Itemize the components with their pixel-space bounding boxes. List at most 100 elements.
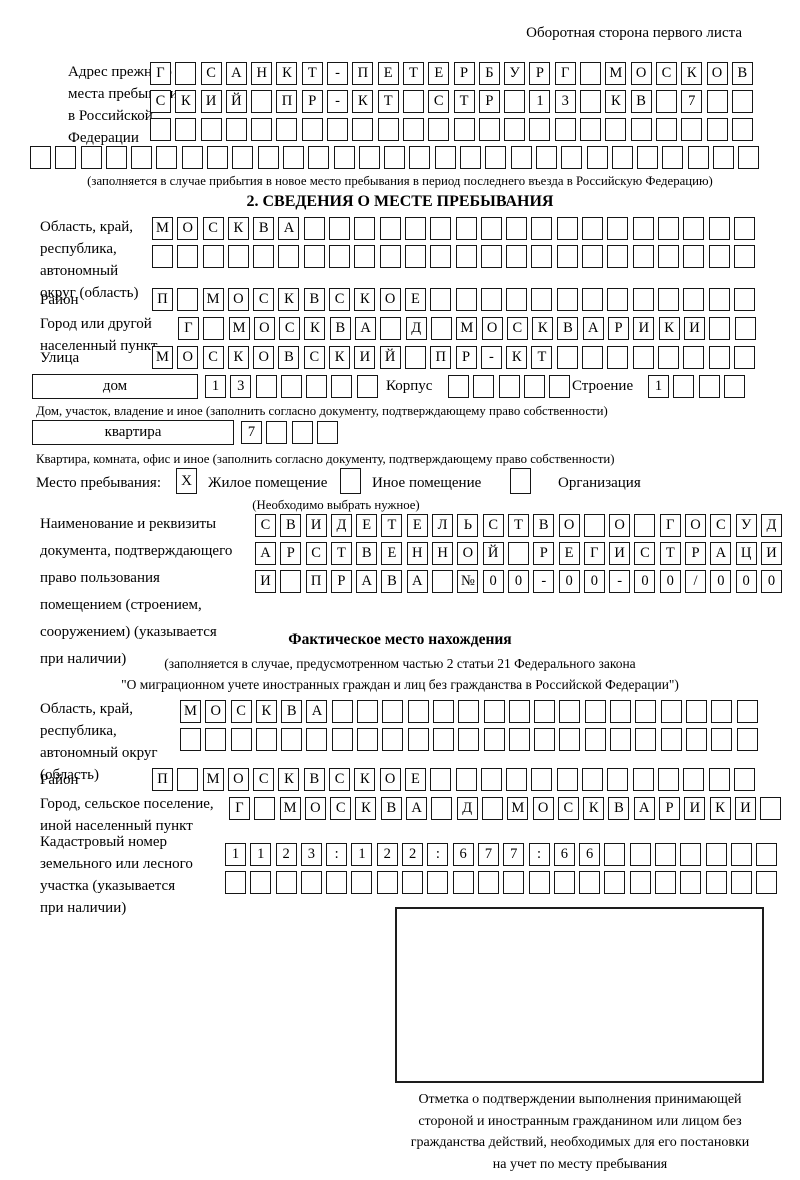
char-cell[interactable]: В <box>303 768 325 791</box>
char-cell[interactable] <box>434 146 456 169</box>
char-cell[interactable] <box>756 843 778 866</box>
char-cell[interactable]: 0 <box>482 570 504 593</box>
char-cell[interactable]: Е <box>404 288 426 311</box>
char-cell[interactable] <box>553 871 575 894</box>
char-cell[interactable] <box>506 288 528 311</box>
char-cell[interactable]: Ь <box>457 514 479 537</box>
char-cell[interactable] <box>610 728 632 751</box>
char-cell[interactable] <box>177 245 199 268</box>
char-cell[interactable] <box>483 700 505 723</box>
char-cell[interactable] <box>281 728 303 751</box>
char-cell[interactable] <box>402 90 424 113</box>
char-cell[interactable]: М <box>279 797 301 820</box>
char-cell[interactable]: 6 <box>579 843 601 866</box>
char-cell[interactable] <box>80 146 102 169</box>
char-cell[interactable]: Т <box>330 542 352 565</box>
char-cell[interactable] <box>432 728 454 751</box>
char-cell[interactable] <box>523 375 545 398</box>
char-cell[interactable]: 0 <box>735 570 757 593</box>
char-cell[interactable]: А <box>633 797 655 820</box>
char-cell[interactable] <box>207 146 229 169</box>
char-cell[interactable] <box>458 700 480 723</box>
char-cell[interactable]: О <box>532 797 554 820</box>
char-cell[interactable]: М <box>152 346 173 369</box>
char-cell[interactable]: 0 <box>583 570 605 593</box>
char-cell[interactable]: К <box>681 62 703 85</box>
char-cell[interactable] <box>706 90 728 113</box>
char-cell[interactable]: П <box>352 62 374 85</box>
char-cell[interactable]: Т <box>453 90 475 113</box>
char-cell[interactable] <box>607 217 629 240</box>
checkbox-organization[interactable] <box>510 468 531 494</box>
char-cell[interactable]: В <box>381 570 403 593</box>
char-cell[interactable]: И <box>305 514 327 537</box>
char-cell[interactable] <box>455 245 477 268</box>
char-cell[interactable]: К <box>255 700 277 723</box>
char-cell[interactable]: Е <box>404 768 426 791</box>
char-cell[interactable] <box>382 728 404 751</box>
char-cell[interactable]: С <box>150 90 171 113</box>
char-cell[interactable] <box>708 768 730 791</box>
char-cell[interactable] <box>706 118 728 141</box>
char-cell[interactable] <box>175 62 197 85</box>
char-cell[interactable] <box>607 768 629 791</box>
char-cell[interactable] <box>580 118 602 141</box>
char-cell[interactable]: А <box>356 570 378 593</box>
char-cell[interactable] <box>680 871 702 894</box>
char-cell[interactable]: Н <box>251 62 273 85</box>
char-cell[interactable] <box>611 146 633 169</box>
char-cell[interactable] <box>736 700 758 723</box>
char-cell[interactable] <box>655 118 677 141</box>
char-cell[interactable] <box>662 146 684 169</box>
char-cell[interactable] <box>455 288 477 311</box>
char-cell[interactable]: К <box>352 90 374 113</box>
char-cell[interactable] <box>377 118 399 141</box>
char-cell[interactable] <box>508 728 530 751</box>
char-cell[interactable] <box>351 871 373 894</box>
char-cell[interactable]: К <box>709 797 731 820</box>
char-cell[interactable] <box>582 245 604 268</box>
char-cell[interactable]: О <box>304 797 326 820</box>
char-cell[interactable] <box>635 728 657 751</box>
char-cell[interactable]: И <box>684 797 706 820</box>
char-cell[interactable]: И <box>683 317 705 340</box>
char-cell[interactable] <box>308 146 330 169</box>
char-cell[interactable] <box>473 375 495 398</box>
char-cell[interactable]: 0 <box>634 570 656 593</box>
char-cell[interactable] <box>275 871 297 894</box>
char-cell[interactable] <box>200 118 222 141</box>
char-cell[interactable] <box>448 375 469 398</box>
char-cell[interactable]: 0 <box>710 570 732 593</box>
char-cell[interactable]: 1 <box>529 90 551 113</box>
char-cell[interactable] <box>731 90 753 113</box>
char-cell[interactable]: И <box>734 797 756 820</box>
char-cell[interactable]: Р <box>685 542 707 565</box>
char-cell[interactable] <box>379 217 401 240</box>
char-cell[interactable] <box>432 570 454 593</box>
char-cell[interactable] <box>455 217 477 240</box>
char-cell[interactable]: Р <box>280 542 302 565</box>
char-cell[interactable] <box>329 245 351 268</box>
char-cell[interactable]: Д <box>456 797 478 820</box>
char-cell[interactable] <box>404 346 426 369</box>
char-cell[interactable] <box>306 375 328 398</box>
char-cell[interactable] <box>150 118 171 141</box>
char-cell[interactable] <box>280 570 302 593</box>
char-cell[interactable] <box>632 288 654 311</box>
char-cell[interactable]: С <box>330 797 352 820</box>
char-cell[interactable]: Р <box>330 570 352 593</box>
char-cell[interactable] <box>481 797 503 820</box>
char-cell[interactable]: С <box>279 317 301 340</box>
char-cell[interactable]: К <box>276 62 298 85</box>
char-cell[interactable] <box>478 118 500 141</box>
char-cell[interactable] <box>683 245 705 268</box>
char-cell[interactable] <box>657 288 679 311</box>
char-cell[interactable]: П <box>430 346 452 369</box>
char-cell[interactable]: Т <box>301 62 323 85</box>
char-cell[interactable]: А <box>255 542 276 565</box>
char-cell[interactable] <box>531 245 553 268</box>
char-cell[interactable] <box>384 146 406 169</box>
char-cell[interactable] <box>480 768 502 791</box>
char-cell[interactable] <box>607 346 629 369</box>
char-cell[interactable] <box>300 871 322 894</box>
